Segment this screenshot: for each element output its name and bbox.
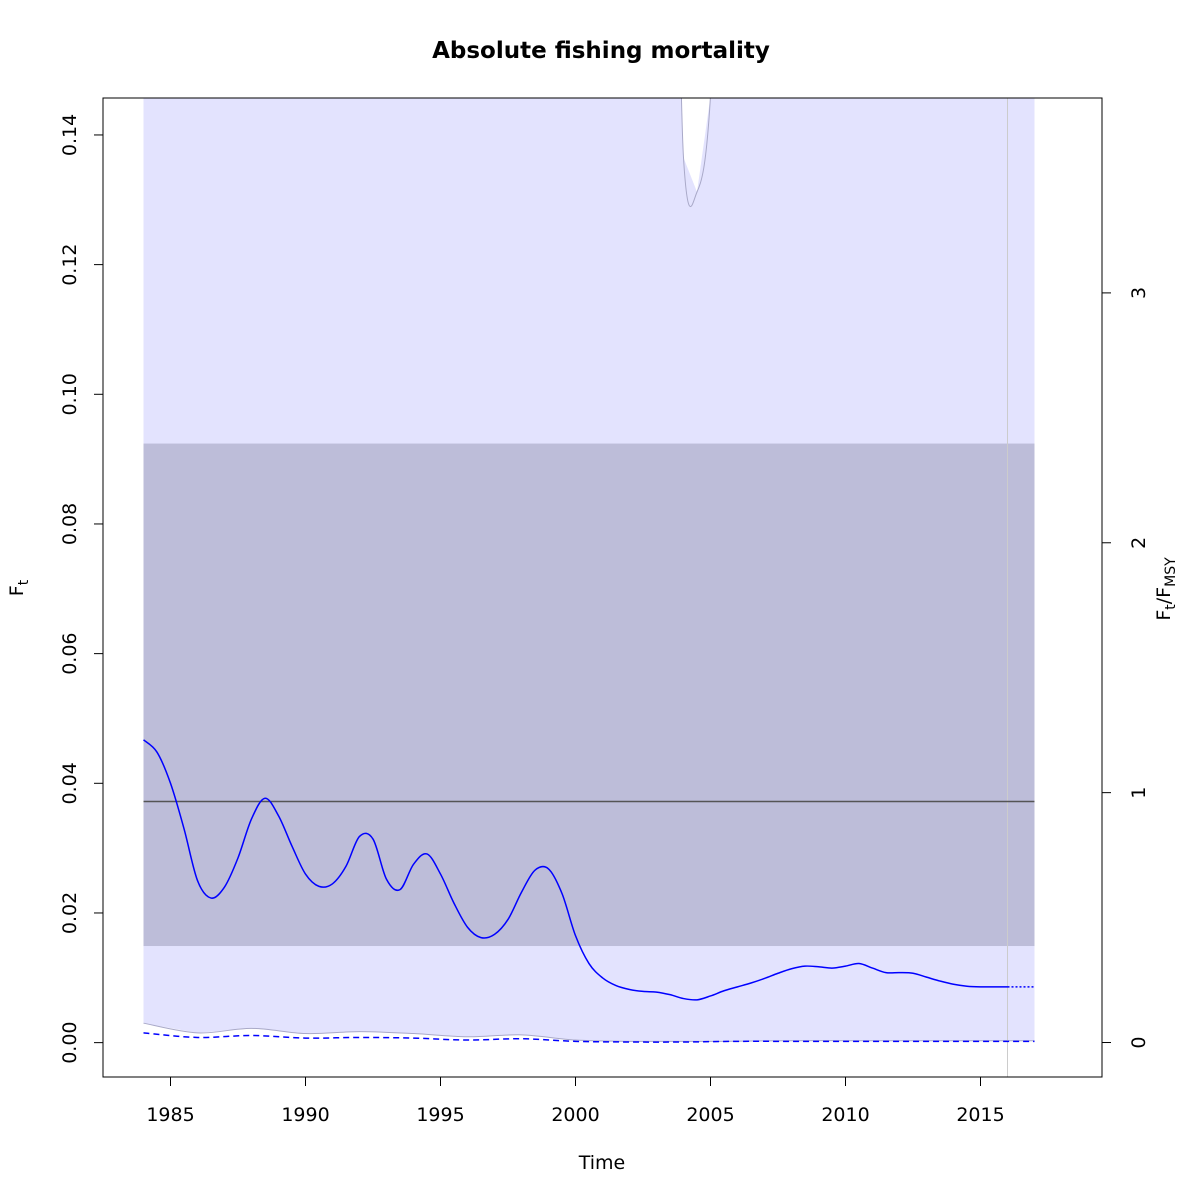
y-tick-label: 0.08 [59,503,81,545]
y-right-tick-label: 0 [1128,1036,1150,1048]
y-right-label-den-sub: MSY [1163,557,1179,587]
y-axis-right: 0 1 2 3 [1102,287,1150,1049]
y-axis-label-main: F [6,585,28,596]
y-right-tick-label: 2 [1128,537,1150,549]
y-right-label-num-sub: t [1163,604,1179,610]
fmsy-ci-band [143,443,1035,947]
y-axis-left: 0.00 0.02 0.04 0.06 0.08 0.10 0.12 0.14 [59,114,103,1064]
y-tick-label: 0.10 [59,373,81,415]
x-tick-label: 2015 [956,1104,1004,1126]
y-right-label-slash: / [1153,597,1175,604]
y-tick-label: 0.06 [59,632,81,674]
y-right-label-den-main: F [1153,587,1175,598]
y-tick-label: 0.00 [59,1021,81,1063]
y-tick-label: 0.02 [59,892,81,934]
y-axis-label: Ft [6,579,32,596]
y-tick-label: 0.14 [59,114,81,156]
x-tick-label: 1990 [281,1104,329,1126]
chart-title: Absolute fishing mortality [432,38,770,64]
series-lower-dashed [143,1032,1035,1043]
y-axis-right-label: Ft/FMSY [1153,557,1179,621]
y-tick-label: 0.04 [59,762,81,804]
x-tick-label: 1985 [146,1104,194,1126]
x-axis-label: Time [578,1152,626,1174]
x-tick-label: 1995 [416,1104,464,1126]
y-right-tick-label: 1 [1128,787,1150,799]
x-tick-label: 2005 [686,1104,734,1126]
x-tick-label: 2010 [821,1104,869,1126]
y-tick-label: 0.12 [59,243,81,285]
x-tick-label: 2000 [551,1104,599,1126]
series-estimate [142,739,1008,1001]
y-right-tick-label: 3 [1128,287,1150,299]
x-axis: 1985 1990 1995 2000 2005 2010 2015 [146,1076,1005,1126]
y-right-label-num-main: F [1153,610,1175,621]
ci-lower-edge [143,1022,1035,1042]
plot-area [142,98,1035,1077]
y-axis-label-sub: t [16,579,32,585]
